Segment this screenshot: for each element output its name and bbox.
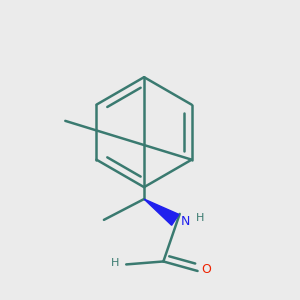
Polygon shape [144,199,179,225]
Text: H: H [111,258,120,268]
Text: H: H [196,213,204,223]
Text: N: N [180,215,190,228]
Text: O: O [201,263,211,276]
